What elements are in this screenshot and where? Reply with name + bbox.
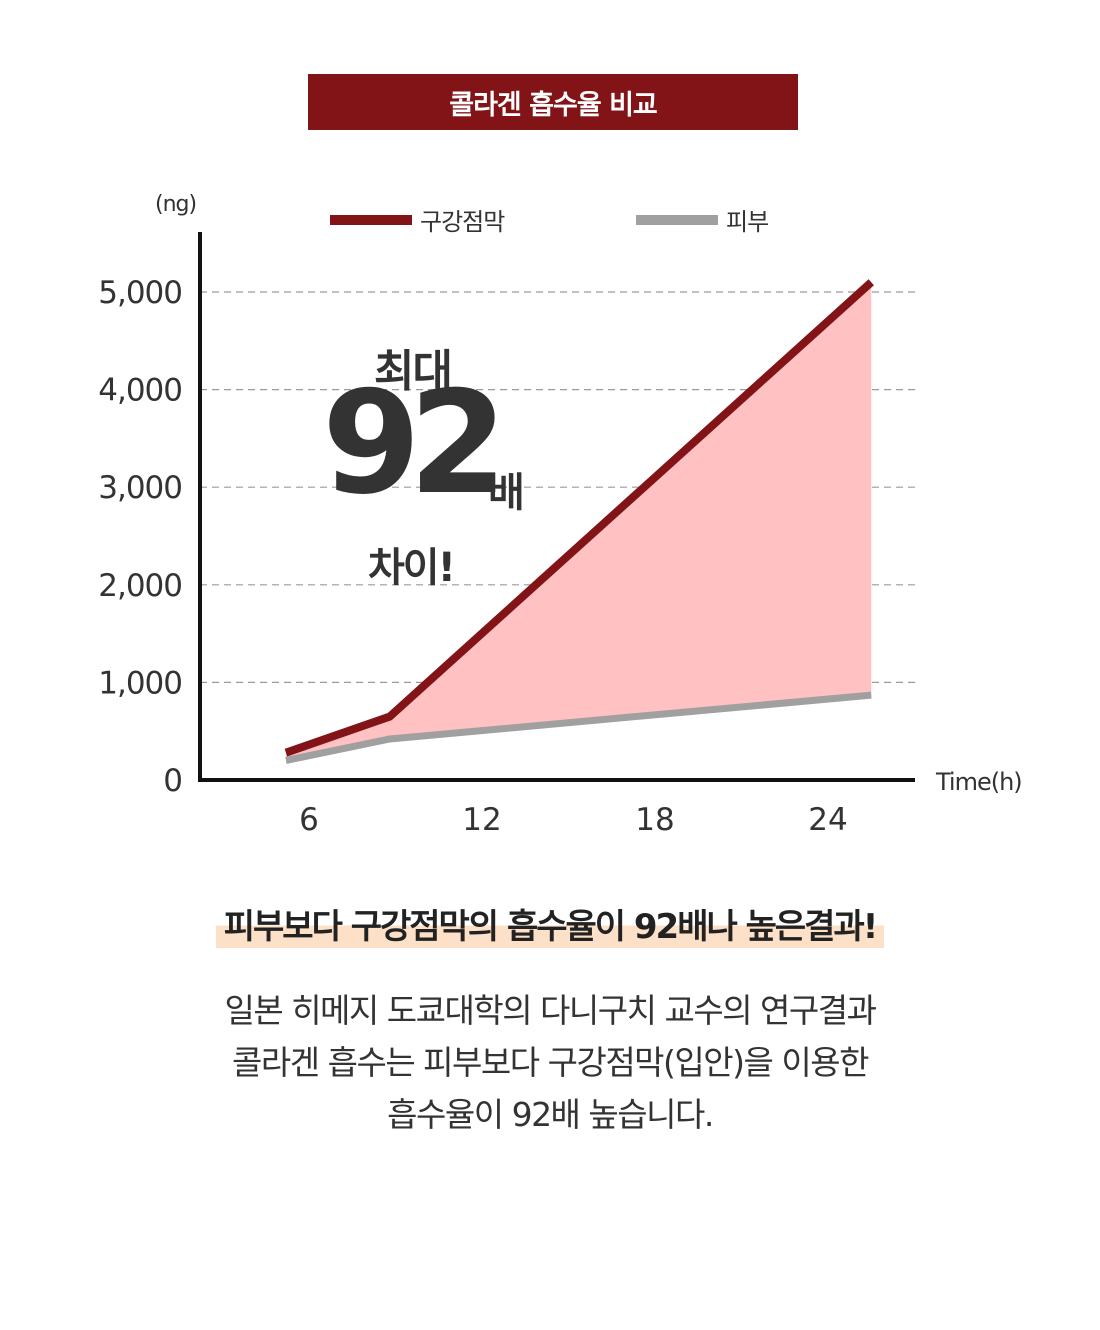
y-axis-unit-label: (ng) xyxy=(155,192,197,217)
x-tick-label-12: 12 xyxy=(462,802,501,838)
description-block: 일본 히메지 도쿄대학의 다니구치 교수의 연구결과 콜라겐 흡수는 피부보다 … xyxy=(0,985,1100,1141)
x-tick-label-6: 6 xyxy=(299,802,319,838)
y-tick-label-5000: 5,000 xyxy=(98,275,182,311)
legend-swatch-skin xyxy=(636,214,718,225)
x-axis-unit-label: Time(h) xyxy=(936,768,1023,796)
callout-unit: 배 xyxy=(488,470,525,516)
legend-label-oral-mucosa: 구강점막 xyxy=(420,208,505,236)
legend-swatch-oral-mucosa xyxy=(330,214,412,225)
legend-item-skin: 피부 xyxy=(636,202,769,237)
chart-title-banner: 콜라겐 흡수율 비교 xyxy=(308,74,798,130)
y-tick-label-3000: 3,000 xyxy=(98,470,182,506)
y-tick-label-0: 0 xyxy=(163,763,182,799)
legend-label-skin: 피부 xyxy=(726,208,769,236)
y-tick-label-2000: 2,000 xyxy=(98,568,182,604)
headline-container: 피부보다 구강점막의 흡수율이 92배나 높은결과! xyxy=(0,895,1100,948)
difference-area xyxy=(285,282,872,761)
y-tick-label-1000: 1,000 xyxy=(98,665,182,701)
description-line-2: 콜라겐 흡수는 피부보다 구강점막(입안)을 이용한 xyxy=(232,1043,869,1082)
description-line-3: 흡수율이 92배 높습니다. xyxy=(387,1095,714,1134)
series-line-oral-mucosa xyxy=(284,279,874,757)
headline-text: 피부보다 구강점막의 흡수율이 92배나 높은결과! xyxy=(215,895,885,948)
absorption-line-chart: 0 1,000 2,000 3,000 4,000 5,000 6 12 18 24 xyxy=(98,232,915,838)
max-difference-callout: 최대 92 배 차이! xyxy=(300,335,560,595)
legend-item-oral-mucosa: 구강점막 xyxy=(330,202,505,237)
callout-top-text: 최대 xyxy=(374,346,453,397)
callout-number: 92 xyxy=(322,361,508,526)
description-line-1: 일본 히메지 도쿄대학의 다니구치 교수의 연구결과 xyxy=(224,991,877,1030)
y-tick-label-4000: 4,000 xyxy=(98,373,182,409)
series-line-skin xyxy=(285,691,872,764)
callout-bottom-text: 차이! xyxy=(368,545,456,591)
x-tick-label-18: 18 xyxy=(635,802,674,838)
x-tick-label-24: 24 xyxy=(808,802,847,838)
